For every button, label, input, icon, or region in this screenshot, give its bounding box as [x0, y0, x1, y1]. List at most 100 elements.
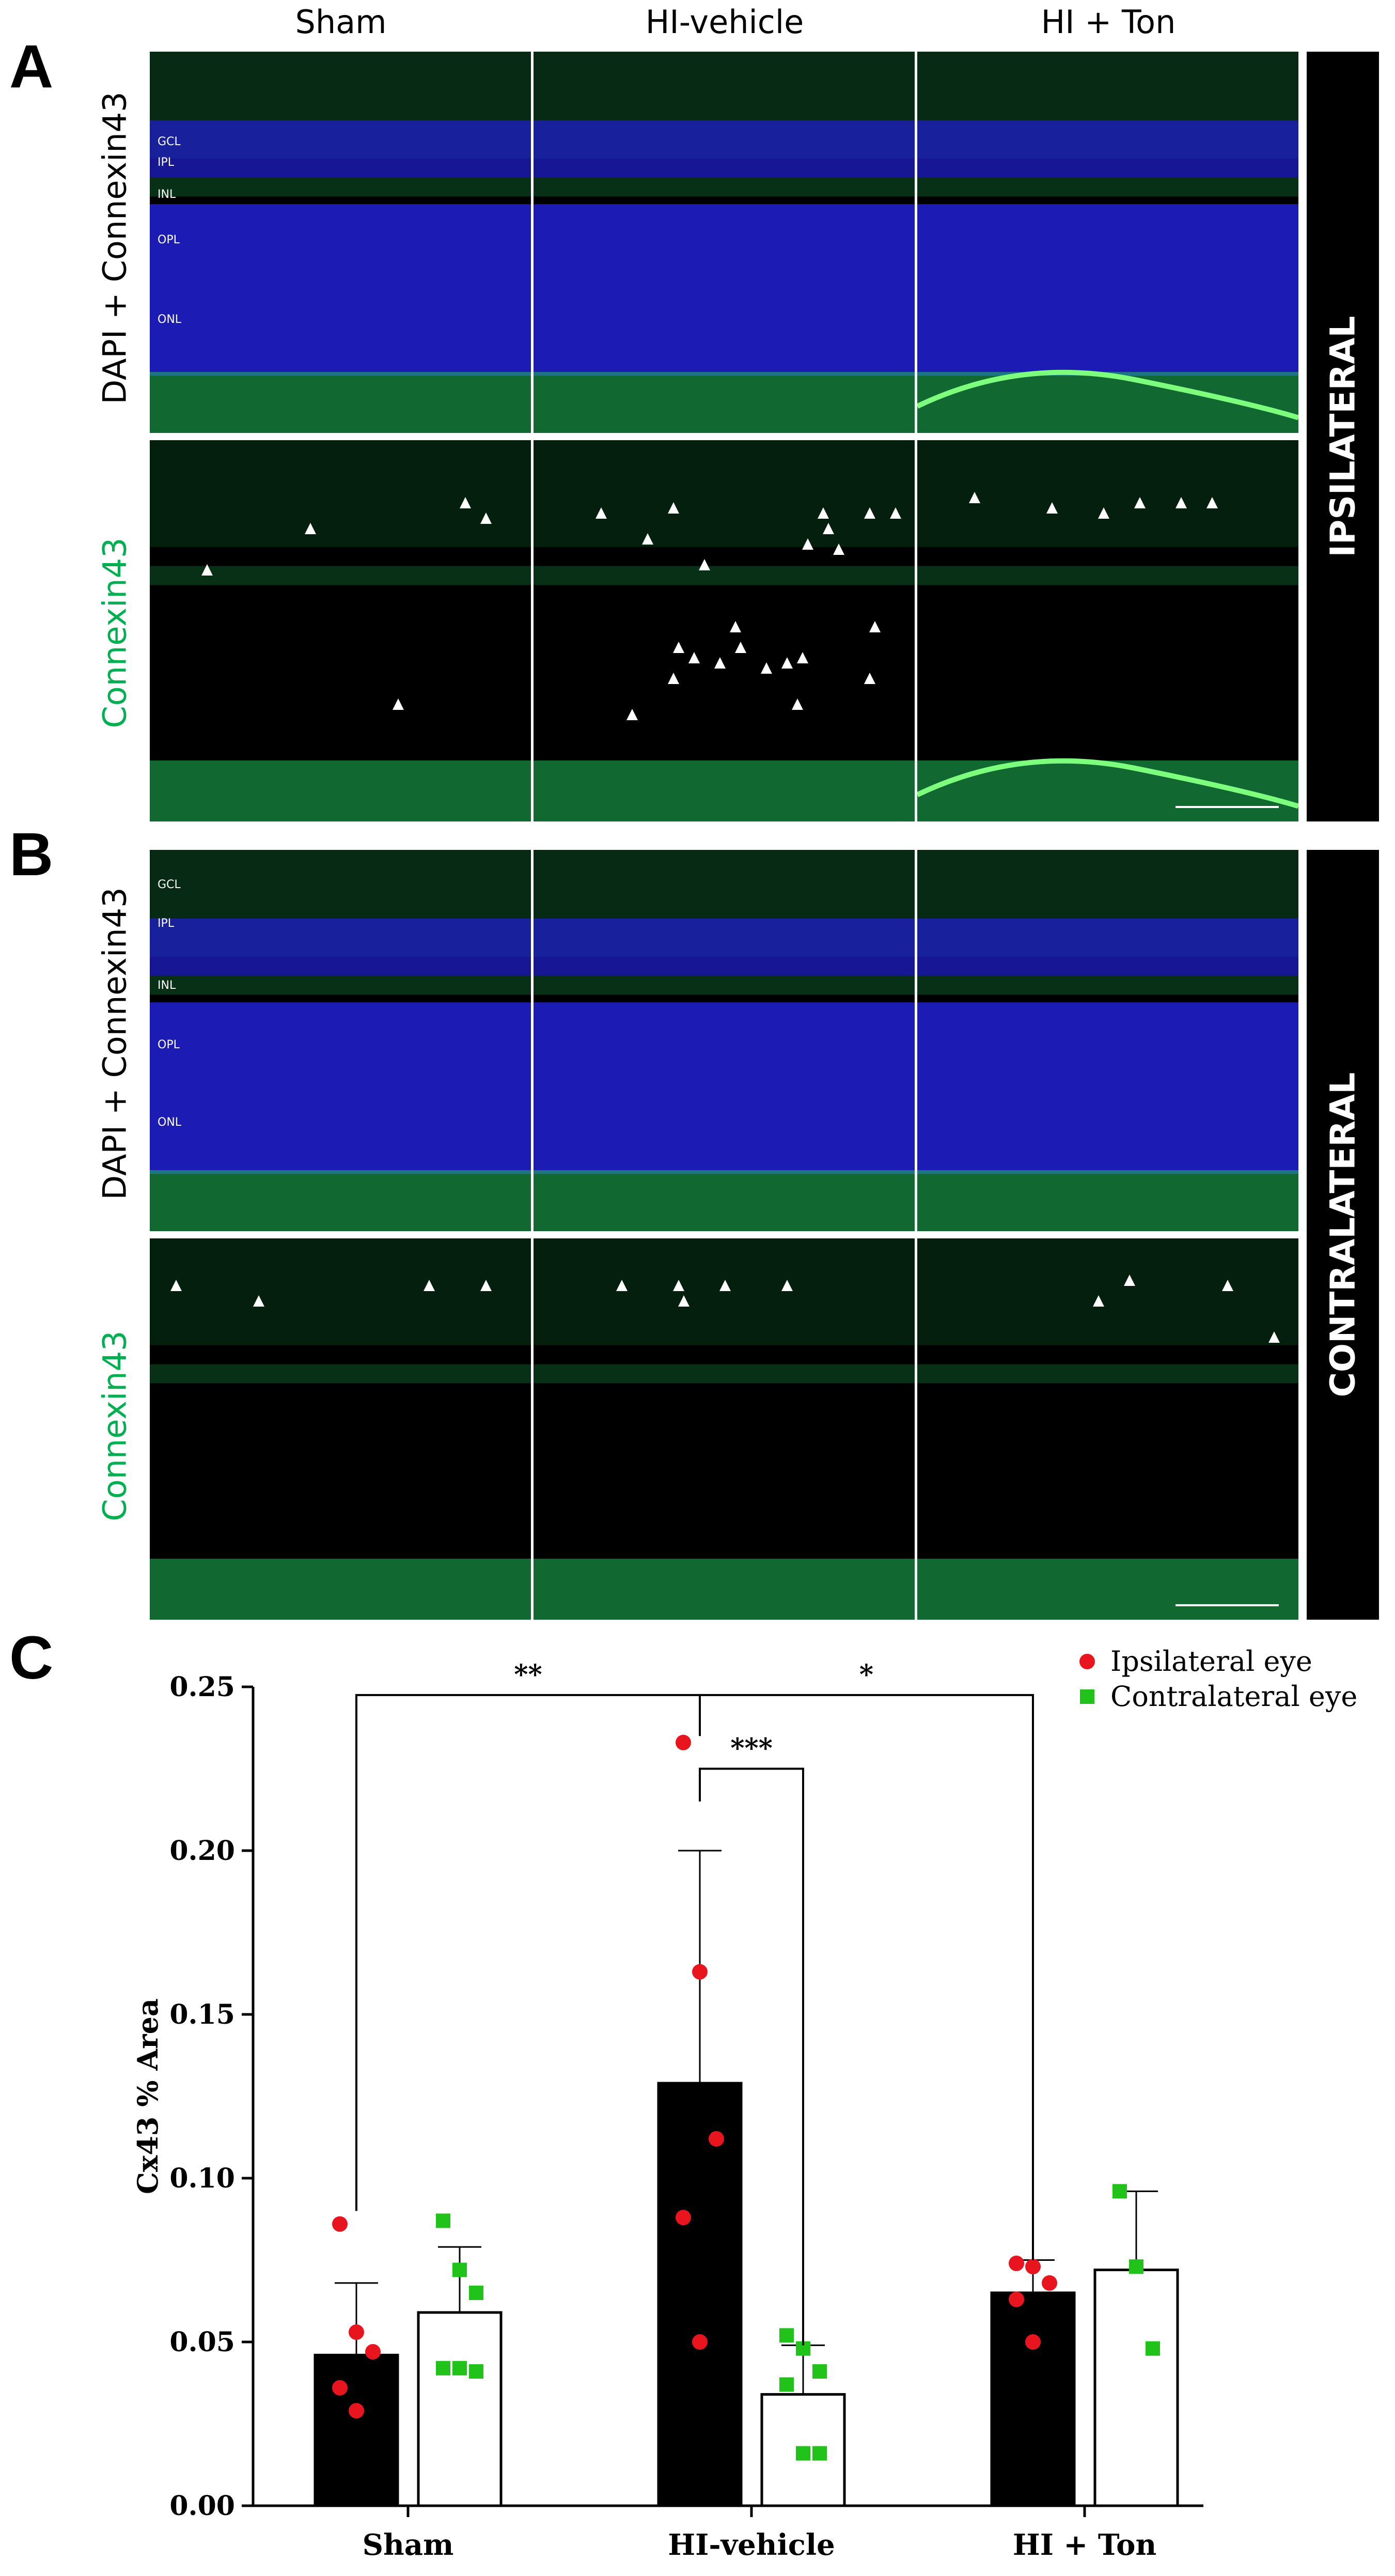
legend-label: Contralateral eye [1110, 1680, 1357, 1713]
column-title-sham: Sham [295, 3, 387, 41]
data-point-ipsilateral [709, 2131, 724, 2147]
arrowhead-marker [869, 621, 881, 632]
arrowhead-marker [1206, 497, 1218, 508]
data-point-contralateral [1146, 2341, 1160, 2356]
data-point-ipsilateral [332, 2380, 348, 2396]
data-point-ipsilateral [349, 2324, 364, 2340]
layer-label-ipl-b: IPL [158, 917, 175, 930]
data-point-ipsilateral [676, 2210, 691, 2226]
bar-0-0 [314, 2353, 399, 2507]
arrowhead-marker [305, 523, 316, 534]
layer-label-onl-a: ONL [158, 313, 182, 326]
bar-0-2 [990, 2291, 1076, 2507]
bar-1-2 [1093, 2269, 1179, 2507]
arrowhead-marker [823, 523, 834, 534]
arrowhead-marker [673, 1280, 684, 1291]
arrowhead-marker [424, 1280, 435, 1291]
data-point-contralateral [452, 2262, 467, 2277]
contralateral-label: CONTRALATERAL [1323, 1072, 1363, 1398]
layer-label-gcl-a: GCL [158, 135, 181, 148]
micrograph-ipsilateral-merge-hi-ton [917, 52, 1298, 433]
micrograph-ipsilateral-connexin-hi-vehicle [534, 440, 915, 821]
arrowhead-marker [673, 642, 684, 653]
arrowhead-marker [642, 533, 653, 545]
scale-bar [1175, 1604, 1279, 1606]
arrowhead-marker [969, 492, 980, 503]
micrograph-contralateral-merge-hi-vehicle [534, 850, 915, 1231]
ipsilateral-label: IPSILATERAL [1323, 316, 1363, 557]
layer-label-opl-b: OPL [158, 1038, 180, 1051]
arrowhead-marker [688, 652, 700, 663]
row-label-connexin-b: Connexin43 [96, 1330, 134, 1522]
data-point-ipsilateral [692, 2334, 708, 2350]
arrowhead-marker [1124, 1275, 1135, 1286]
data-point-ipsilateral [1025, 2259, 1041, 2275]
micrograph-ipsilateral-connexin-hi-ton [917, 440, 1298, 821]
micrograph-contralateral-connexin-sham [150, 1238, 531, 1620]
data-point-ipsilateral [332, 2216, 348, 2232]
bar-chart: 0.00 0.05 0.10 0.15 0.20 0.25 Cx43 % Area Sham H… [131, 1645, 1357, 2562]
data-point-contralateral [452, 2361, 467, 2376]
y-axis-label: Cx43 % Area [131, 1998, 164, 2194]
arrowhead-marker [393, 699, 404, 710]
legend-marker-contralateral [1080, 1689, 1094, 1704]
arrowhead-marker [890, 507, 901, 519]
arrowhead-marker [1134, 497, 1146, 508]
y-tick-label: 0.10 [169, 2163, 235, 2194]
data-point-contralateral [1129, 2259, 1143, 2274]
y-tick-label: 0.05 [169, 2326, 235, 2358]
arrowhead-marker [781, 657, 793, 669]
data-point-ipsilateral [692, 1964, 708, 1980]
micrograph-contralateral-merge-hi-ton [917, 850, 1298, 1231]
micrograph-ipsilateral-merge-hi-vehicle [534, 52, 915, 433]
arrowhead-marker [616, 1280, 628, 1291]
bar-1-0 [417, 2311, 503, 2507]
data-point-ipsilateral [1025, 2334, 1041, 2350]
arrowhead-marker [761, 662, 772, 674]
arrowhead-marker [480, 513, 492, 524]
arrowhead-marker [864, 673, 875, 684]
layer-label-gcl-b: GCL [158, 878, 181, 891]
arrowhead-marker [1222, 1280, 1233, 1291]
bar-0-1 [657, 2082, 743, 2507]
arrowhead-marker [201, 564, 213, 576]
arrowhead-marker [626, 709, 638, 720]
arrowhead-marker [735, 642, 746, 653]
arrowhead-marker [460, 497, 471, 508]
y-tick-label: 0.00 [169, 2490, 235, 2522]
arrowhead-marker [1268, 1331, 1280, 1343]
column-title-hi-vehicle: HI-vehicle [645, 3, 804, 41]
data-point-contralateral [469, 2285, 483, 2300]
data-point-ipsilateral [676, 1734, 691, 1750]
micrograph-contralateral-connexin-hi-ton [917, 1238, 1298, 1620]
data-point-ipsilateral [1042, 2275, 1057, 2291]
data-point-contralateral [1112, 2184, 1127, 2199]
data-point-ipsilateral [349, 2403, 364, 2419]
arrowhead-marker [668, 673, 679, 684]
significance-bracket [699, 1767, 804, 2346]
micrograph-ipsilateral-merge-sham [150, 52, 531, 433]
chart-axes: 0.00 0.05 0.10 0.15 0.20 0.25 Cx43 % Area Sham H… [131, 1671, 1203, 2562]
arrowhead-marker [719, 1280, 731, 1291]
micrograph-contralateral-connexin-hi-vehicle [534, 1238, 915, 1620]
ipsilateral-label-bar: IPSILATERAL [1307, 52, 1379, 821]
micrograph-contralateral-merge-sham [150, 850, 531, 1231]
arrowhead-marker [678, 1295, 689, 1307]
arrowhead-marker [253, 1295, 264, 1307]
data-point-contralateral [779, 2328, 794, 2343]
chart-points [332, 1734, 1160, 2461]
arrowhead-marker [1093, 1295, 1104, 1307]
legend-marker-ipsilateral [1079, 1654, 1095, 1669]
data-point-contralateral [812, 2364, 827, 2379]
data-point-ipsilateral [1009, 2291, 1024, 2307]
row-label-merge-b: DAPI + Connexin43 [96, 887, 134, 1200]
contralateral-label-bar: CONTRALATERAL [1307, 850, 1379, 1620]
y-tick-label: 0.20 [169, 1835, 235, 1867]
arrowhead-marker [1175, 497, 1187, 508]
chart-significance: ** **** [355, 1659, 1034, 2346]
arrowhead-marker [480, 1280, 492, 1291]
arrowhead-marker [668, 502, 679, 514]
scale-bar [1175, 806, 1279, 808]
arrowhead-marker [797, 652, 808, 663]
